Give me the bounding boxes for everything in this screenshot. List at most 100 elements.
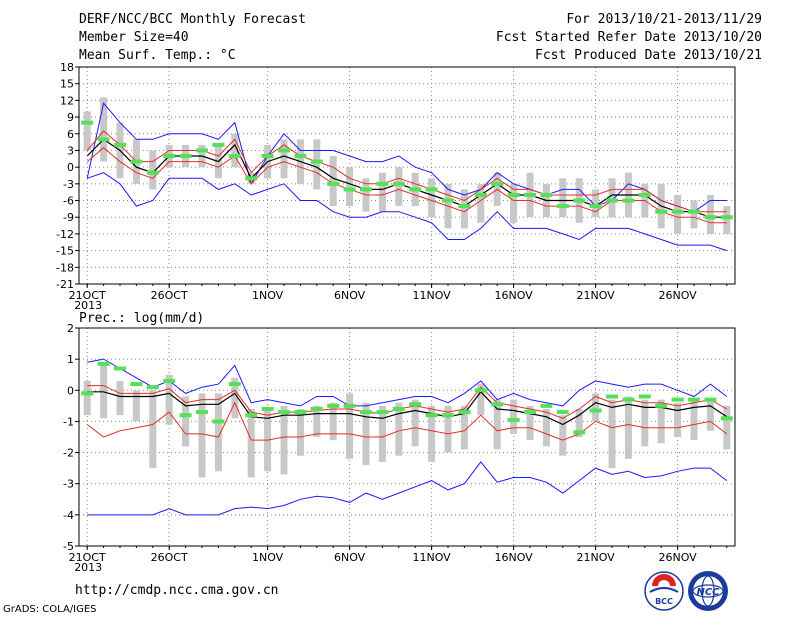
temp-spread-box-1 <box>83 111 91 151</box>
temp-spread-box-38 <box>690 200 698 229</box>
temp-observed-mark-20 <box>392 181 405 186</box>
prec-plot-frame <box>78 327 736 547</box>
temp-spread-box-5 <box>149 150 157 190</box>
temp-spread-box-37 <box>674 194 682 234</box>
temp-xtick-label-4: 11NOV <box>412 289 451 302</box>
temp-xtick-label-6: 21NOV <box>576 289 615 302</box>
temp-mean-line <box>86 138 727 218</box>
temp-xtick-label-1: 26OCT <box>151 289 188 302</box>
temp-observed-mark-8 <box>196 148 208 153</box>
prec-observed-mark-27 <box>507 417 520 422</box>
prec-observed-mark-39 <box>704 397 717 402</box>
prec-xtick-sublabel-0: 2013 <box>74 561 102 574</box>
prec-observed-mark-28 <box>524 410 536 415</box>
prec-spread-box-26 <box>493 399 501 450</box>
prec-xtick-label-1: 26OCT <box>151 551 188 564</box>
precip-title: Prec.: log(mm/d) <box>79 311 204 326</box>
temp-plot-frame <box>78 66 736 285</box>
prec-spread-box-7 <box>182 396 190 447</box>
prec-mean-line <box>87 390 728 426</box>
prec-spread-box-29 <box>542 408 550 447</box>
prec-spread-box-33 <box>608 399 616 469</box>
prec-observed-mark-38 <box>688 397 700 402</box>
prec-spread-box-30 <box>559 415 567 456</box>
temp-observed-mark-6 <box>163 154 176 159</box>
temp-ytick-label-13: -21 <box>56 278 74 291</box>
temp-max-line <box>86 102 727 213</box>
temp-xtick-label-2: 1NOV <box>252 289 284 302</box>
temp-observed-mark-5 <box>146 170 159 175</box>
prec-observed-mark-22 <box>425 413 438 418</box>
temp-ytick-label-3: 9 <box>67 111 74 124</box>
prec-spread-box-15 <box>313 405 321 437</box>
temp-observed-mark-13 <box>278 148 290 153</box>
prec-observed-mark-18 <box>360 410 372 415</box>
temp-observed-mark-23 <box>442 198 454 203</box>
prec-xtick-label-0: 21OCT <box>69 551 106 564</box>
produced-date-label: Fcst Produced Date 2013/10/21 <box>535 48 762 63</box>
temp-observed-mark-18 <box>360 187 372 192</box>
prec-xtick-label-2: 1NOV <box>252 551 284 564</box>
prec-observed-mark-33 <box>606 394 618 399</box>
temp-observed-mark-15 <box>310 159 323 164</box>
prec-observed-mark-10 <box>228 382 241 387</box>
temp-min-line <box>87 172 727 252</box>
prec-observed-mark-13 <box>278 410 290 415</box>
prec-upper-line <box>87 385 728 419</box>
temp-observed-mark-22 <box>425 187 438 192</box>
prec-spread-box-32 <box>592 393 600 422</box>
temp-xtick-label-7: 26NOV <box>658 289 697 302</box>
grads-credit: GrADS: COLA/IGES <box>3 604 97 615</box>
prec-xtick-label-4: 11NOV <box>412 551 451 564</box>
temp-spread-box-2 <box>100 97 108 162</box>
prec-observed-mark-26 <box>491 402 504 407</box>
prec-spread-box-14 <box>296 408 304 456</box>
temp-observed-mark-26 <box>491 181 504 186</box>
temp-observed-mark-37 <box>671 209 684 214</box>
temp-lower-line <box>86 147 727 224</box>
temp-xtick-label-3: 6NOV <box>334 289 366 302</box>
temp-ytick-label-8: -6 <box>63 195 74 208</box>
temp-spread-box-10 <box>231 133 239 168</box>
temp-ytick-label-4: 6 <box>67 128 74 141</box>
temp-observed-mark-21 <box>409 187 422 192</box>
period-label: For 2013/10/21-2013/11/29 <box>566 12 762 27</box>
prec-spread-box-20 <box>395 402 403 456</box>
temp-spread-box-33 <box>608 178 616 218</box>
temp-ytick-label-6: 0 <box>67 161 74 174</box>
temp-observed-mark-11 <box>245 176 258 181</box>
prec-observed-mark-4 <box>130 382 143 387</box>
temp-observed-mark-24 <box>458 204 471 209</box>
prec-observed-mark-16 <box>327 403 340 408</box>
prec-observed-mark-15 <box>310 406 323 411</box>
temp-spread-box-40 <box>723 206 731 234</box>
prec-spread-box-3 <box>116 380 124 416</box>
variable-label: Mean Surf. Temp.: °C <box>79 48 236 63</box>
temp-spread-box-16 <box>329 156 337 207</box>
prec-spread-box-18 <box>362 402 370 466</box>
forecast-title: DERF/NCC/BCC Monthly Forecast <box>79 12 306 27</box>
prec-spread-box-9 <box>214 393 222 472</box>
temp-xtick-label-0: 21OCT <box>69 289 106 302</box>
prec-spread-box-31 <box>575 408 583 437</box>
temp-observed-mark-28 <box>524 192 536 197</box>
temp-ytick-label-10: -12 <box>56 228 74 241</box>
prec-spread-box-35 <box>641 399 649 447</box>
prec-xtick-label-7: 26NOV <box>658 551 697 564</box>
temp-spread-box-22 <box>428 178 436 218</box>
prec-ytick-label-4: -2 <box>63 447 74 460</box>
temp-ytick-label-1: 15 <box>60 78 74 91</box>
temp-observed-mark-14 <box>294 154 307 159</box>
prec-observed-mark-29 <box>540 403 553 408</box>
temp-spread-box-39 <box>706 194 714 234</box>
temp-spread-box-13 <box>280 139 288 179</box>
temp-observed-mark-12 <box>261 154 274 159</box>
temp-observed-mark-38 <box>688 209 700 214</box>
prec-observed-mark-3 <box>114 366 126 371</box>
temp-observed-mark-39 <box>704 215 717 220</box>
prec-ytick-label-5: -3 <box>63 478 74 491</box>
prec-observed-mark-20 <box>392 406 405 411</box>
prec-spread-box-28 <box>526 405 534 441</box>
source-url[interactable]: http://cmdp.ncc.cma.gov.cn <box>75 583 279 598</box>
